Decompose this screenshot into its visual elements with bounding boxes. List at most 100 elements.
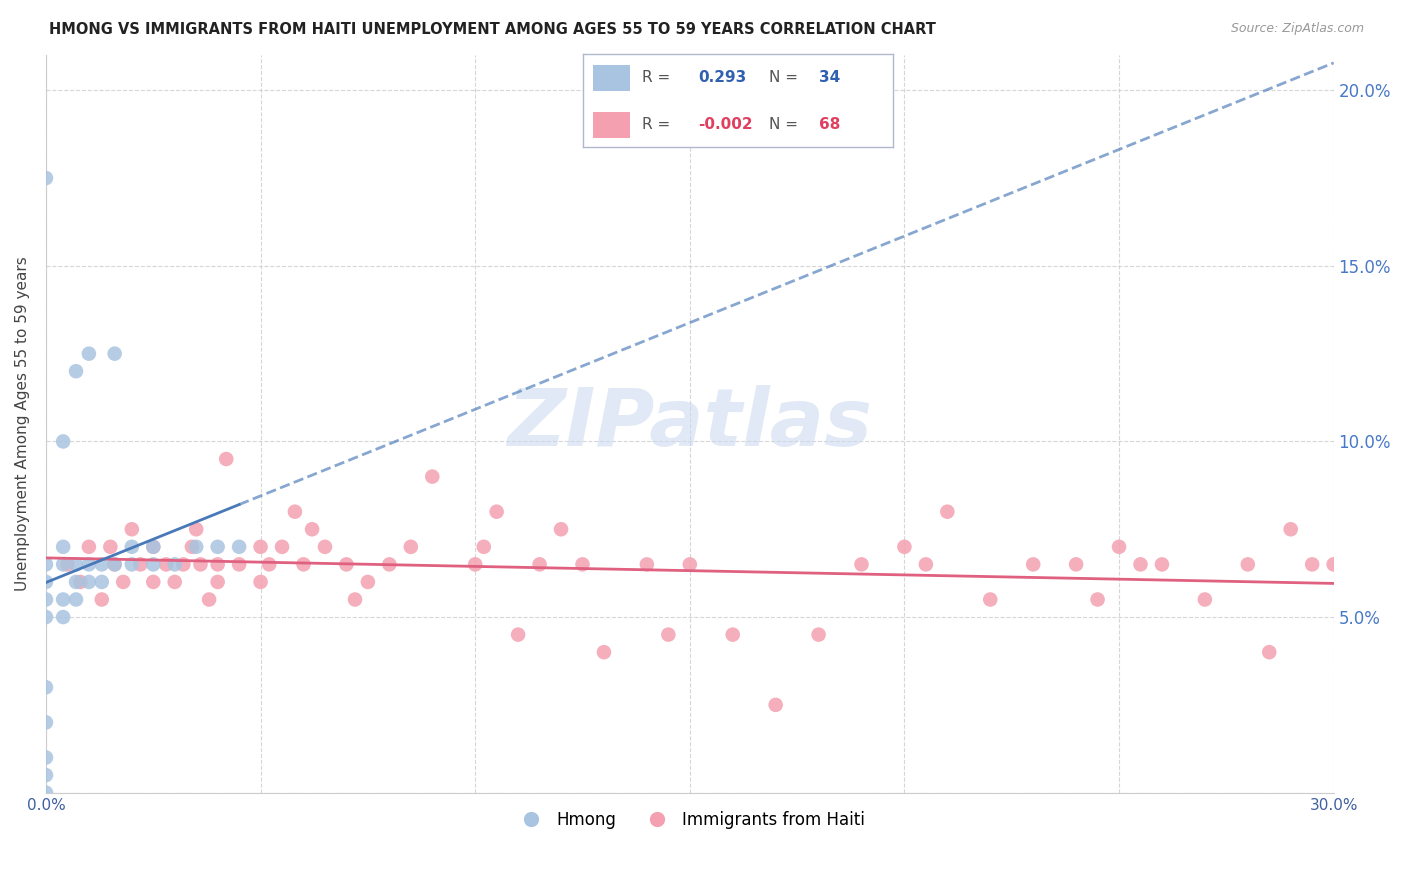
- Point: [399, 540, 422, 554]
- Point: [52, 434, 75, 449]
- Point: [52, 592, 75, 607]
- Point: [472, 540, 495, 554]
- Point: [65, 574, 87, 589]
- Point: [636, 558, 658, 572]
- Point: [121, 522, 143, 536]
- Text: R =: R =: [643, 70, 671, 85]
- Point: [112, 574, 135, 589]
- Point: [979, 592, 1001, 607]
- Point: [420, 469, 443, 483]
- Point: [35, 715, 58, 730]
- Point: [35, 574, 58, 589]
- Point: [35, 681, 58, 695]
- Point: [1064, 558, 1087, 572]
- Point: [807, 627, 830, 641]
- Point: [104, 346, 127, 360]
- Point: [1236, 558, 1258, 572]
- Point: [1108, 540, 1130, 554]
- Point: [343, 592, 366, 607]
- Point: [35, 558, 58, 572]
- Legend: Hmong, Immigrants from Haiti: Hmong, Immigrants from Haiti: [508, 805, 872, 836]
- Point: [284, 505, 307, 519]
- Point: [186, 540, 208, 554]
- Point: [593, 645, 616, 659]
- Point: [77, 540, 100, 554]
- Point: [1301, 558, 1323, 572]
- Point: [98, 540, 121, 554]
- Point: [657, 627, 679, 641]
- Text: -0.002: -0.002: [697, 117, 752, 132]
- Point: [35, 171, 58, 186]
- Point: [155, 558, 177, 572]
- Point: [77, 574, 100, 589]
- Point: [90, 592, 112, 607]
- Y-axis label: Unemployment Among Ages 55 to 59 years: Unemployment Among Ages 55 to 59 years: [15, 257, 30, 591]
- Point: [35, 768, 58, 782]
- Text: 68: 68: [818, 117, 839, 132]
- Point: [52, 558, 75, 572]
- Point: [271, 540, 294, 554]
- Point: [765, 698, 787, 712]
- Point: [69, 574, 91, 589]
- Point: [1129, 558, 1152, 572]
- Point: [207, 558, 229, 572]
- Point: [249, 574, 271, 589]
- Point: [56, 558, 79, 572]
- Point: [65, 558, 87, 572]
- Point: [1087, 592, 1109, 607]
- Point: [529, 558, 551, 572]
- Text: 0.293: 0.293: [697, 70, 747, 85]
- Point: [292, 558, 315, 572]
- Point: [163, 574, 186, 589]
- Point: [121, 558, 143, 572]
- Point: [190, 558, 212, 572]
- Point: [65, 592, 87, 607]
- FancyBboxPatch shape: [593, 112, 630, 138]
- Point: [172, 558, 194, 572]
- Point: [1323, 558, 1346, 572]
- Point: [129, 558, 152, 572]
- Point: [721, 627, 744, 641]
- Point: [90, 574, 112, 589]
- Text: N =: N =: [769, 70, 799, 85]
- Point: [1022, 558, 1045, 572]
- Point: [104, 558, 127, 572]
- Point: [550, 522, 572, 536]
- Point: [228, 558, 250, 572]
- Point: [1279, 522, 1302, 536]
- FancyBboxPatch shape: [593, 65, 630, 91]
- Point: [851, 558, 873, 572]
- Point: [142, 540, 165, 554]
- Text: 34: 34: [818, 70, 839, 85]
- Point: [35, 592, 58, 607]
- Point: [207, 574, 229, 589]
- Point: [335, 558, 357, 572]
- Point: [207, 540, 229, 554]
- Point: [163, 558, 186, 572]
- Point: [142, 540, 165, 554]
- Point: [180, 540, 202, 554]
- Point: [90, 558, 112, 572]
- Point: [893, 540, 915, 554]
- Text: ZIPatlas: ZIPatlas: [508, 384, 872, 463]
- Point: [301, 522, 323, 536]
- Point: [52, 540, 75, 554]
- Point: [35, 750, 58, 764]
- Point: [357, 574, 380, 589]
- Point: [915, 558, 938, 572]
- Point: [198, 592, 221, 607]
- Point: [228, 540, 250, 554]
- Point: [1258, 645, 1281, 659]
- Point: [1150, 558, 1173, 572]
- Point: [121, 540, 143, 554]
- Point: [186, 522, 208, 536]
- Point: [142, 574, 165, 589]
- Point: [1194, 592, 1216, 607]
- Point: [35, 786, 58, 800]
- Point: [249, 540, 271, 554]
- Point: [104, 558, 127, 572]
- Point: [65, 364, 87, 378]
- Point: [77, 346, 100, 360]
- Point: [485, 505, 508, 519]
- Point: [314, 540, 336, 554]
